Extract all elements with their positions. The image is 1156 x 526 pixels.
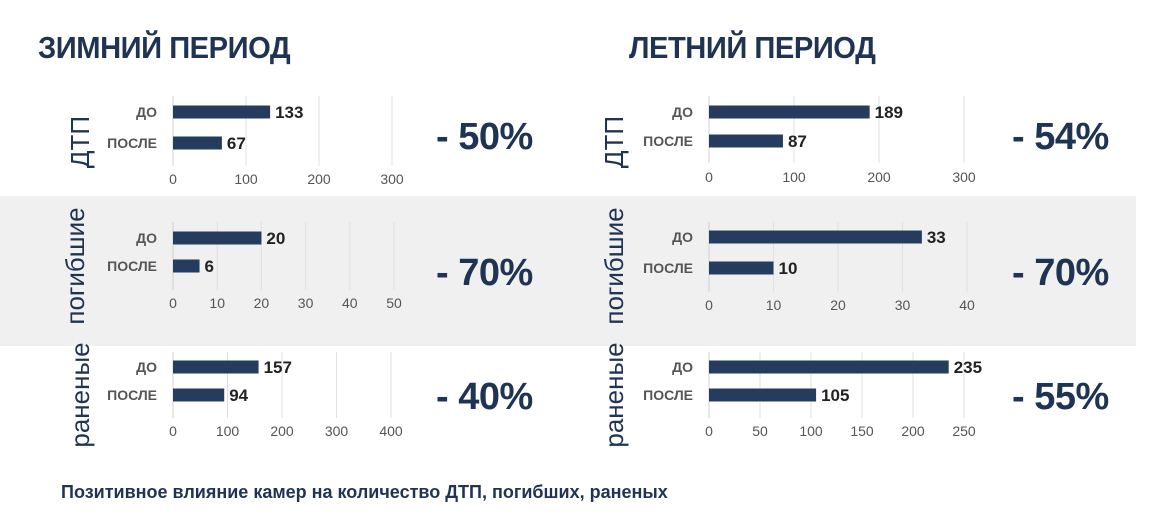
value-label: 133: [275, 103, 303, 122]
bar-do: [173, 360, 259, 374]
value-label: 87: [788, 132, 807, 151]
tick-label: 20: [830, 297, 846, 313]
bar-do: [709, 230, 922, 244]
bar-posle: [173, 259, 200, 273]
tick-label: 400: [379, 423, 403, 439]
tick-label: 100: [216, 423, 240, 439]
category-label: ДО: [672, 104, 693, 120]
tick-label: 50: [386, 295, 402, 311]
winter-period-title: ЗИМНИЙ ПЕРИОД: [38, 30, 291, 65]
value-label: 6: [205, 257, 214, 276]
tick-label: 30: [298, 295, 314, 311]
category-label: ДО: [136, 104, 157, 120]
tick-label: 300: [952, 169, 976, 185]
tick-label: 200: [307, 171, 331, 187]
value-label: 67: [227, 134, 246, 153]
tick-label: 10: [766, 297, 782, 313]
tick-label: 250: [952, 423, 976, 439]
tick-label: 150: [850, 423, 874, 439]
tick-label: 200: [270, 423, 294, 439]
bar-posle: [709, 388, 817, 402]
tick-label: 40: [959, 297, 975, 313]
tick-label: 20: [254, 295, 270, 311]
category-label: ДО: [136, 359, 157, 375]
value-label: 33: [927, 228, 946, 247]
category-label: ПОСЛЕ: [107, 135, 157, 151]
category-label: ПОСЛЕ: [643, 387, 693, 403]
bar-do: [173, 105, 271, 119]
change-summer-killed: - 70%: [1012, 252, 1109, 294]
tick-label: 0: [705, 297, 713, 313]
tick-label: 0: [705, 423, 713, 439]
change-winter-dtp: - 50%: [436, 116, 533, 158]
change-winter-killed: - 70%: [436, 252, 533, 294]
category-label: ПОСЛЕ: [643, 260, 693, 276]
tick-label: 50: [752, 423, 768, 439]
category-label: ПОСЛЕ: [107, 387, 157, 403]
value-label: 20: [266, 229, 285, 248]
caption: Позитивное влияние камер на количество Д…: [61, 482, 668, 502]
tick-label: 200: [867, 169, 891, 185]
change-summer-dtp: - 54%: [1012, 116, 1109, 158]
bar-do: [709, 360, 949, 374]
tick-label: 10: [209, 295, 225, 311]
category-label: ДО: [672, 229, 693, 245]
tick-label: 0: [169, 295, 177, 311]
value-label: 94: [229, 386, 248, 405]
category-label: ДО: [672, 359, 693, 375]
tick-label: 100: [782, 169, 806, 185]
change-summer-injured: - 55%: [1012, 376, 1109, 418]
tick-label: 300: [380, 171, 404, 187]
tick-label: 300: [325, 423, 349, 439]
category-label: ДО: [136, 230, 157, 246]
tick-label: 100: [234, 171, 258, 187]
tick-label: 0: [705, 169, 713, 185]
value-label: 105: [821, 386, 849, 405]
summer-period-title: ЛЕТНИЙ ПЕРИОД: [629, 30, 876, 65]
bar-posle: [173, 136, 222, 150]
tick-label: 40: [342, 295, 358, 311]
tick-label: 0: [169, 171, 177, 187]
bar-posle: [173, 388, 225, 402]
value-label: 189: [875, 103, 903, 122]
tick-label: 200: [901, 423, 925, 439]
bar-posle: [709, 261, 774, 275]
category-label: ПОСЛЕ: [643, 133, 693, 149]
change-winter-injured: - 40%: [436, 376, 533, 418]
bar-do: [709, 105, 870, 119]
tick-label: 0: [169, 423, 177, 439]
value-label: 235: [954, 358, 982, 377]
bar-posle: [709, 134, 783, 148]
value-label: 157: [264, 358, 292, 377]
bar-do: [173, 231, 262, 245]
category-label: ПОСЛЕ: [107, 258, 157, 274]
tick-label: 100: [799, 423, 823, 439]
tick-label: 30: [895, 297, 911, 313]
value-label: 10: [779, 259, 798, 278]
